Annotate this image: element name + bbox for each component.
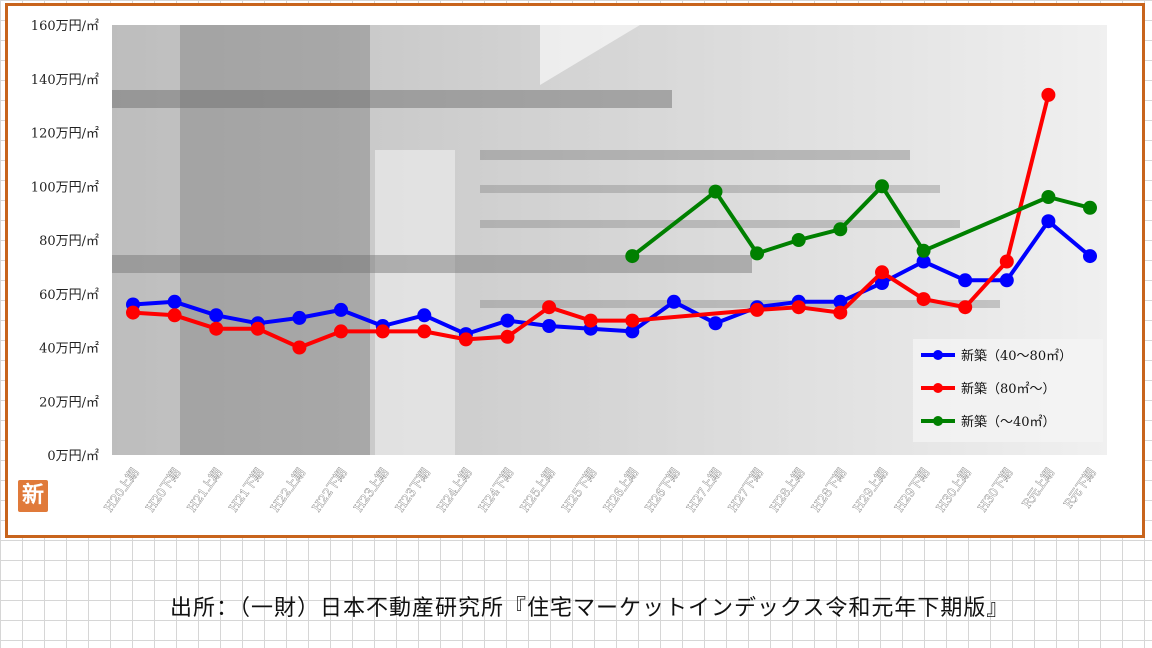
data-point	[1041, 190, 1056, 204]
series-layer	[126, 87, 1097, 355]
data-point	[583, 313, 598, 328]
x-tick-label: H30上期	[934, 466, 974, 515]
legend: 新築（40～80㎡） 新築（80㎡～） 新築（～40㎡）	[913, 339, 1103, 442]
source-caption: 出所：（一財）日本不動産研究所『住宅マーケットインデックス令和元年下期版』	[170, 596, 1010, 621]
data-point	[167, 294, 182, 309]
y-tick-label: 100万円/㎡	[31, 180, 99, 195]
legend-swatch-marker	[933, 383, 943, 393]
data-point	[542, 300, 557, 315]
data-point	[708, 184, 723, 199]
data-point	[833, 294, 848, 309]
data-point	[334, 324, 348, 339]
x-tick-label: H27上期	[684, 466, 724, 515]
x-tick-label: H23上期	[351, 466, 391, 515]
data-point	[625, 324, 640, 339]
data-point	[417, 308, 432, 323]
x-tick-label: H29上期	[850, 466, 890, 515]
data-point	[750, 246, 765, 261]
data-point	[958, 300, 973, 315]
x-tick-label: H30下期	[975, 466, 1015, 515]
x-tick-label: H21上期	[185, 466, 225, 515]
data-point	[292, 310, 307, 325]
x-tick-label: H27下期	[726, 466, 766, 515]
y-axis: 0万円/㎡ 20万円/㎡ 40万円/㎡ 60万円/㎡ 80万円/㎡ 100万円/㎡ 120万…	[31, 19, 99, 464]
data-point	[999, 254, 1014, 269]
data-point	[791, 300, 806, 315]
x-tick-label: H23下期	[393, 466, 433, 515]
legend-label: 新築（～40㎡）	[961, 414, 1056, 430]
x-tick-label: H20下期	[143, 466, 183, 515]
x-tick-label: H26下期	[642, 466, 682, 515]
y-tick-label: 140万円/㎡	[31, 73, 99, 88]
data-point	[1083, 200, 1097, 215]
y-tick-label: 120万円/㎡	[31, 127, 99, 142]
data-point	[625, 313, 640, 328]
data-point	[375, 324, 390, 339]
data-point	[708, 316, 723, 331]
data-point	[916, 243, 931, 258]
data-point	[126, 305, 140, 320]
data-point	[833, 305, 848, 320]
data-point	[500, 329, 515, 344]
data-point	[999, 273, 1014, 288]
y-tick-label: 40万円/㎡	[39, 342, 99, 357]
legend-swatch-marker	[933, 416, 943, 426]
data-point	[250, 321, 265, 336]
data-point	[916, 254, 931, 269]
y-tick-label: 60万円/㎡	[39, 288, 99, 303]
data-point	[833, 222, 848, 237]
data-point	[209, 321, 224, 336]
y-tick-label: 80万円/㎡	[39, 234, 99, 249]
data-point	[334, 302, 348, 317]
data-point	[292, 340, 307, 355]
data-point	[167, 308, 182, 323]
x-tick-label: H21下期	[226, 466, 266, 515]
data-point	[417, 324, 432, 339]
y-tick-label: 20万円/㎡	[39, 395, 99, 410]
y-tick-label: 0万円/㎡	[47, 449, 99, 464]
data-point	[542, 319, 557, 333]
data-point	[1041, 87, 1056, 102]
x-tick-label: H25下期	[559, 466, 599, 515]
data-point	[916, 292, 931, 307]
legend-swatch-marker	[933, 350, 943, 360]
data-point	[750, 302, 765, 317]
x-tick-label: H28下期	[809, 466, 849, 515]
data-point	[791, 233, 806, 247]
data-point	[209, 308, 224, 323]
x-axis: H20上期 H20下期 H21上期 H21下期 H22上期 H22下期 H23上期 H23下期…	[101, 465, 1099, 515]
data-point	[875, 265, 889, 280]
x-tick-label: H20上期	[101, 466, 141, 515]
legend-label: 新築（80㎡～）	[961, 381, 1056, 397]
publisher-logo: 新	[18, 480, 48, 512]
x-tick-label: H24下期	[476, 466, 516, 515]
x-tick-label: H26上期	[601, 466, 641, 515]
data-point	[1083, 249, 1097, 264]
data-point	[625, 249, 640, 264]
data-point	[875, 179, 889, 194]
data-point	[1041, 214, 1056, 229]
data-point	[958, 273, 973, 288]
legend-label: 新築（40～80㎡）	[961, 348, 1072, 364]
x-tick-label: H29下期	[892, 466, 932, 515]
x-tick-label: R元上期	[1020, 466, 1057, 511]
x-tick-label: H28上期	[767, 466, 807, 515]
x-tick-label: R元下期	[1061, 466, 1098, 511]
data-point	[458, 332, 473, 347]
x-tick-label: H22上期	[268, 466, 308, 515]
data-point	[500, 313, 515, 328]
data-point	[666, 294, 681, 309]
data-point	[875, 276, 889, 290]
x-tick-label: H24上期	[434, 466, 474, 515]
y-tick-label: 160万円/㎡	[31, 19, 99, 34]
x-tick-label: H22下期	[309, 466, 349, 515]
x-tick-label: H25上期	[518, 466, 558, 515]
